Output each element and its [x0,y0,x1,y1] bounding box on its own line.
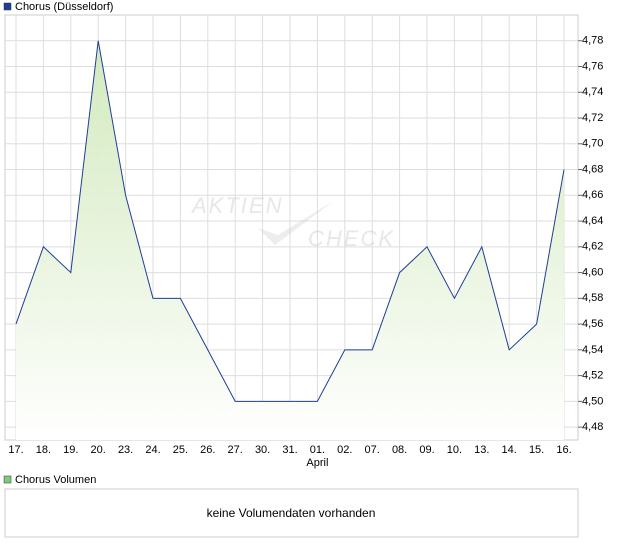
y-tick-label: 4,74 [582,86,603,98]
watermark-text: CHECK [308,226,395,251]
x-tick-label: 27. [228,444,243,456]
x-tick-label: 01. [310,444,325,456]
y-tick-label: 4,68 [582,163,603,175]
x-tick-label: 31. [282,444,297,456]
watermark-text: AKTIEN [190,193,283,218]
watermark: AKTIEN CHECK [190,193,395,251]
y-tick-label: 4,56 [582,318,603,330]
area [16,40,564,441]
x-tick-label: 09. [419,444,434,456]
y-tick-label: 4,52 [582,370,603,382]
x-tick-label: 19. [63,444,78,456]
legend-label: Chorus Volumen [15,474,96,486]
x-tick-label: 16. [556,444,571,456]
y-tick-label: 4,50 [582,395,603,407]
x-tick-label: 18. [36,444,51,456]
x-tick-label: 20. [91,444,106,456]
legend-swatch [3,475,12,484]
y-tick-label: 4,66 [582,189,603,201]
y-tick-label: 4,78 [582,35,603,47]
x-tick-label: 07. [365,444,380,456]
y-tick-label: 4,72 [582,112,603,124]
month-label: April [306,457,328,469]
x-tick-label: 30. [255,444,270,456]
x-tick-label: 23. [118,444,133,456]
x-tick-label: 14. [502,444,517,456]
line [15,40,565,402]
y-tick-label: 4,60 [582,266,603,278]
x-tick-label: 10. [447,444,462,456]
y-tick-label: 4,58 [582,292,603,304]
x-tick-label: 24. [145,444,160,456]
y-tick-label: 4,48 [582,421,603,433]
legend-label: Chorus (Düsseldorf) [15,1,113,13]
y-tick-label: 4,64 [582,215,603,227]
y-tick-label: 4,54 [582,344,603,356]
x-tick-label: 17. [8,444,23,456]
x-tick-label: 25. [173,444,188,456]
x-tick-label: 02. [337,444,352,456]
y-tick-label: 4,62 [582,241,603,253]
y-tick-label: 4,70 [582,138,603,150]
x-tick-label: 26. [200,444,215,456]
x-tick-label: 13. [474,444,489,456]
x-tick-label: 08. [392,444,407,456]
volume-message: keine Volumendaten vorhanden [207,506,376,520]
x-tick-label: 15. [529,444,544,456]
volume-frame [4,488,579,538]
y-tick-label: 4,76 [582,60,603,72]
legend-swatch [3,2,12,11]
